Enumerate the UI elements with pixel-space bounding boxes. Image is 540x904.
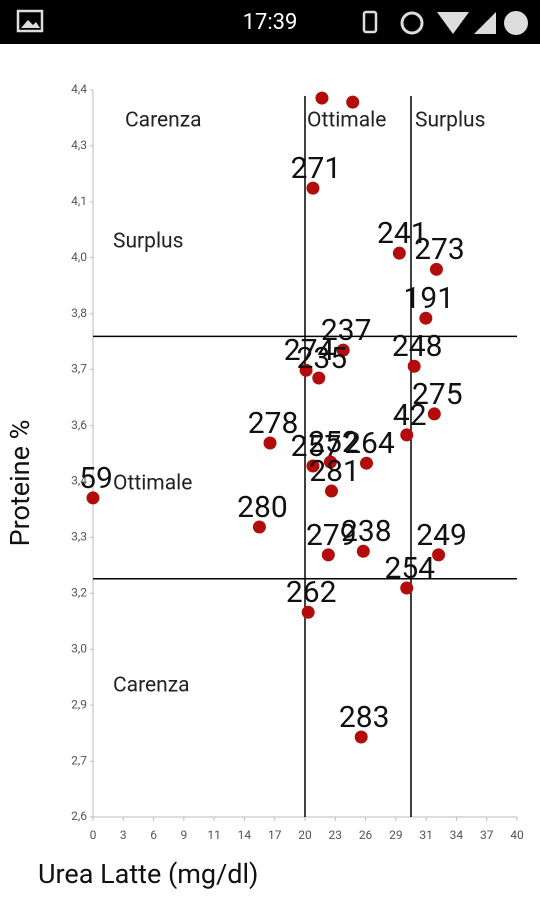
y-tick-label: 4,4	[71, 82, 87, 96]
zone-label: Ottimale	[113, 472, 192, 496]
point	[336, 343, 350, 357]
point-label: 273	[414, 232, 465, 267]
point	[407, 359, 421, 373]
point	[312, 371, 326, 385]
y-tick-label: 4,3	[71, 138, 87, 152]
y-axis-title: Proteine %	[4, 420, 36, 547]
point	[306, 181, 320, 195]
vibrate-icon	[362, 10, 378, 34]
point-label: 254	[384, 551, 435, 586]
alarm-icon	[400, 11, 424, 35]
y-tick-label: 3,2	[71, 585, 87, 599]
point-label: 248	[392, 329, 443, 364]
point-label: 278	[248, 406, 299, 441]
point-label: 281	[309, 454, 360, 489]
x-tick-label: 17	[268, 828, 282, 842]
point	[346, 95, 360, 109]
x-tick-label: 31	[419, 828, 433, 842]
x-tick-label: 40	[510, 828, 524, 842]
gallery-icon-shape	[21, 20, 40, 28]
point-label: 264	[344, 426, 395, 461]
point-label: 275	[412, 377, 463, 412]
point	[356, 544, 370, 558]
x-tick-label: 9	[180, 828, 187, 842]
x-tick-label: 0	[90, 828, 97, 842]
y-tick-label: 2,9	[71, 697, 87, 711]
point	[321, 548, 335, 562]
point-label: 235	[296, 341, 347, 376]
wifi-icon	[437, 12, 469, 34]
zone-label: Surplus	[113, 230, 183, 254]
point	[252, 520, 266, 534]
point	[429, 262, 443, 276]
point-label: 241	[377, 216, 428, 251]
zone-label: Surplus	[415, 109, 485, 133]
point-label: 274	[284, 333, 335, 368]
point	[392, 246, 406, 260]
y-tick-label: 4,1	[71, 194, 87, 208]
signal-icon	[474, 12, 496, 34]
chart-background	[0, 44, 540, 900]
zone-label: Carenza	[125, 109, 202, 133]
x-tick-label: 26	[359, 828, 373, 842]
point-label: 59	[79, 461, 113, 496]
y-tick-label: 3,8	[71, 306, 87, 320]
point	[299, 363, 313, 377]
x-tick-label: 29	[389, 828, 403, 842]
x-tick-label: 37	[480, 828, 494, 842]
point-label: 280	[237, 490, 288, 525]
y-tick-label: 3,0	[71, 642, 87, 656]
point	[315, 91, 329, 105]
gallery-icon	[16, 9, 44, 33]
x-tick-label: 23	[329, 828, 343, 842]
x-tick-label: 34	[450, 828, 464, 842]
x-axis-title: Urea Latte (mg/dl)	[38, 858, 258, 890]
x-tick-label: 20	[298, 828, 312, 842]
point	[400, 581, 414, 595]
point	[306, 459, 320, 473]
x-tick-label: 3	[120, 828, 127, 842]
point-label: 42	[393, 398, 427, 433]
battery-icon	[504, 11, 528, 35]
y-tick-label: 3,3	[71, 530, 87, 544]
x-tick-label: 14	[238, 828, 252, 842]
point-label: 237	[321, 313, 372, 348]
zone-label: Ottimale	[307, 109, 386, 133]
point-label: 283	[339, 700, 390, 735]
point-label: 191	[404, 281, 455, 316]
y-tick-label: 3,6	[71, 418, 87, 432]
point	[400, 428, 414, 442]
point	[427, 407, 441, 421]
point	[323, 455, 337, 469]
point	[432, 548, 446, 562]
y-tick-label: 3,7	[71, 362, 87, 376]
point	[301, 605, 315, 619]
point	[359, 456, 373, 470]
y-tick-label: 2,6	[71, 809, 87, 823]
point-label: 238	[341, 514, 392, 549]
y-tick-label: 2,7	[71, 753, 87, 767]
point	[86, 491, 100, 505]
status-time: 17:39	[243, 10, 298, 35]
point-label: 252	[308, 425, 359, 460]
x-tick-label: 6	[150, 828, 157, 842]
point	[354, 730, 368, 744]
point-label: 249	[416, 518, 467, 553]
point-label: 262	[286, 575, 337, 610]
y-tick-label: 4,0	[71, 250, 87, 264]
y-tick-label: 3,4	[71, 474, 87, 488]
zone-label: Carenza	[113, 674, 190, 698]
point	[419, 311, 433, 325]
point	[325, 484, 338, 498]
x-tick-label: 11	[207, 828, 221, 842]
point-label: 271	[291, 151, 342, 186]
point-label: 279	[306, 518, 357, 553]
point	[263, 436, 277, 450]
